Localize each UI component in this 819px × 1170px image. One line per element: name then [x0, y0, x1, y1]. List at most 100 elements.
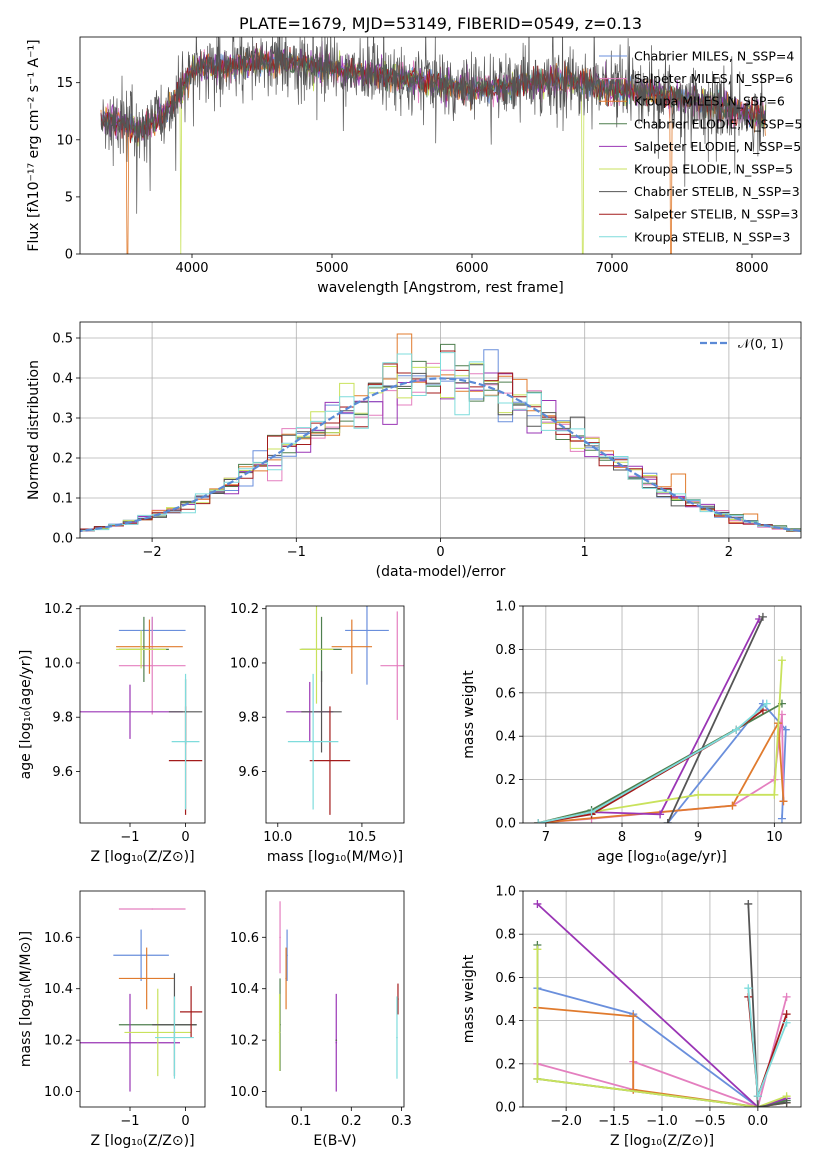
y-tick-label: 0	[65, 248, 73, 263]
x-tick-label: −1	[120, 1114, 139, 1129]
errorbar-point-chabrier_stelib	[335, 1039, 338, 1041]
x-tick-label: −1.0	[646, 1114, 678, 1129]
x-tick-label: 0.0	[748, 1114, 769, 1129]
errorbar-point-salpeter_stelib	[397, 998, 399, 1000]
y-tick-label: 10.2	[44, 1034, 73, 1049]
legend: 𝒩(0, 1)	[700, 336, 784, 351]
series-marker-kroupa_stelib	[534, 819, 543, 823]
errorbar-point-kroupa_miles	[145, 977, 148, 980]
series-marker-kroupa_miles	[629, 1085, 638, 1094]
errorbar-point-salpeter_miles	[279, 936, 281, 939]
errorbar-point-chabrier_miles	[140, 954, 142, 957]
y-axis-label: Normed distribution	[26, 360, 42, 500]
series-marker-kroupa_miles	[728, 801, 737, 810]
series-marker-kroupa_stelib	[753, 1092, 762, 1101]
y-tick-label: 10.6	[230, 931, 259, 946]
axes-z_mass: −1 0 10.0 10.2 10.4 10.6 Z [log₁₀(Z/Z⊙)] mass […	[18, 890, 206, 1149]
errorbar-point-salpeter_elodie	[129, 710, 131, 713]
y-tick-label: 10.0	[44, 656, 73, 671]
x-tick-label: 10.5	[347, 830, 376, 845]
y-tick-label: 0.4	[495, 1014, 516, 1029]
x-tick-label: 7000	[595, 261, 628, 276]
series-line-salpeter_miles	[538, 714, 785, 823]
y-tick-label: 10.0	[230, 656, 259, 671]
y-tick-label: 0.4	[52, 372, 73, 387]
axes-frame	[522, 605, 802, 824]
histogram-salpeter_stelib	[80, 350, 801, 532]
legend-entry: Kroupa MILES, N_SSP=6	[634, 94, 785, 109]
x-axis-label: Z [log₁₀(Z/Z⊙)]	[90, 1133, 194, 1149]
x-tick-label: 9	[694, 830, 702, 845]
series-marker-salpeter_elodie	[533, 899, 542, 908]
series-marker-kroupa_stelib	[744, 984, 753, 993]
series-marker-chabrier_stelib	[758, 612, 767, 621]
series-line-kroupa_elodie	[536, 949, 787, 1107]
histogram-chabrier_miles	[80, 349, 801, 534]
series-marker-kroupa_stelib	[732, 725, 741, 734]
axes-frame	[79, 890, 206, 1108]
x-tick-label: 1	[581, 545, 589, 560]
x-tick-label: 0	[181, 830, 189, 845]
x-tick-label: 7	[542, 830, 550, 845]
y-tick-label: 10	[56, 133, 73, 148]
histogram-kroupa_stelib	[80, 352, 801, 533]
series-marker-chabrier_miles	[777, 814, 786, 823]
errorbar-point-kroupa_miles	[148, 645, 151, 648]
plot-area-mass_age	[286, 606, 404, 815]
plot-area-z_mass	[80, 908, 203, 1092]
series-marker-kroupa_elodie	[694, 790, 703, 799]
axes-frame	[79, 605, 206, 824]
axes-frame	[522, 890, 802, 1108]
y-tick-label: 9.8	[238, 711, 259, 726]
series-marker-salpeter_miles	[782, 992, 791, 1001]
errorbar-point-salpeter_stelib	[190, 1011, 192, 1013]
plot-area-ebv_mass	[278, 901, 399, 1092]
axes-frame	[265, 605, 405, 824]
x-tick-label: 0.1	[291, 1114, 312, 1129]
series-marker-chabrier_stelib	[663, 819, 672, 823]
y-tick-label: 0.6	[495, 686, 516, 701]
y-tick-label: 10.2	[44, 602, 73, 617]
y-tick-label: 0.3	[52, 412, 73, 427]
legend-entry: Kroupa STELIB, N_SSP=3	[634, 229, 790, 244]
x-tick-label: 10.0	[263, 830, 292, 845]
errorbar-point-salpeter_elodie	[335, 1041, 338, 1044]
normal-curve	[80, 377, 801, 533]
x-tick-label: −2.0	[550, 1114, 582, 1129]
y-tick-label: 0.8	[495, 643, 516, 658]
y-tick-label: 1.0	[495, 885, 516, 900]
series-marker-chabrier_stelib	[753, 1103, 762, 1107]
axes-ebv_mass: 0.1 0.2 0.3 10.0 10.2 10.4 10.6 E(B-V)	[230, 890, 412, 1149]
series-line-chabrier_stelib	[666, 616, 764, 823]
legend-entry: Salpeter STELIB, N_SSP=3	[634, 207, 798, 222]
errorbar-point-kroupa_elodie	[156, 1031, 159, 1034]
histogram-kroupa_elodie	[80, 363, 801, 533]
x-axis-label: Z [log₁₀(Z/Z⊙)]	[610, 1133, 714, 1149]
legend-entry: Chabrier STELIB, N_SSP=3	[634, 184, 800, 199]
x-tick-label: 10	[766, 830, 783, 845]
x-tick-label: 4000	[175, 261, 208, 276]
legend-entry: 𝒩(0, 1)	[738, 336, 784, 351]
series-marker-kroupa_miles	[629, 1012, 638, 1021]
y-tick-label: 9.8	[52, 711, 73, 726]
plot-area-z_weight	[523, 891, 801, 1107]
series-marker-kroupa_elodie	[777, 656, 786, 665]
y-axis-label: Flux [fλ10⁻¹⁷ erg cm⁻² s⁻¹ A⁻¹]	[26, 39, 42, 251]
x-axis-label: (data-model)/error	[376, 564, 506, 580]
axes-mass_age: 10.0 10.5 9.6 9.8 10.0 10.2 mass [log₁₀(M/M⊙)]	[230, 602, 405, 865]
x-axis-label: age [log₁₀(age/yr)]	[597, 849, 727, 865]
y-tick-label: 9.6	[52, 765, 73, 780]
x-axis-label: Z [log₁₀(Z/Z⊙)]	[90, 849, 194, 865]
series-marker-chabrier_stelib	[744, 899, 753, 908]
y-axis-label: age [log₁₀(age/yr)]	[18, 650, 34, 780]
x-tick-label: 0.2	[341, 1114, 362, 1129]
y-axis-label: mass [log₁₀(M/M⊙)]	[18, 931, 34, 1067]
x-tick-label: 0.3	[391, 1114, 412, 1129]
x-tick-label: 8	[618, 830, 626, 845]
y-tick-label: 0.8	[495, 928, 516, 943]
axes-residuals: −2 −1 0 1 2 0.0 0.1 0.2 0.3 0.4 0.5 (data-model)/er…	[26, 321, 802, 580]
y-tick-label: 0.6	[495, 971, 516, 986]
y-axis-label: mass weight	[461, 670, 477, 759]
histogram-chabrier_stelib	[80, 364, 801, 532]
series-line-chabrier_stelib	[747, 903, 787, 1107]
